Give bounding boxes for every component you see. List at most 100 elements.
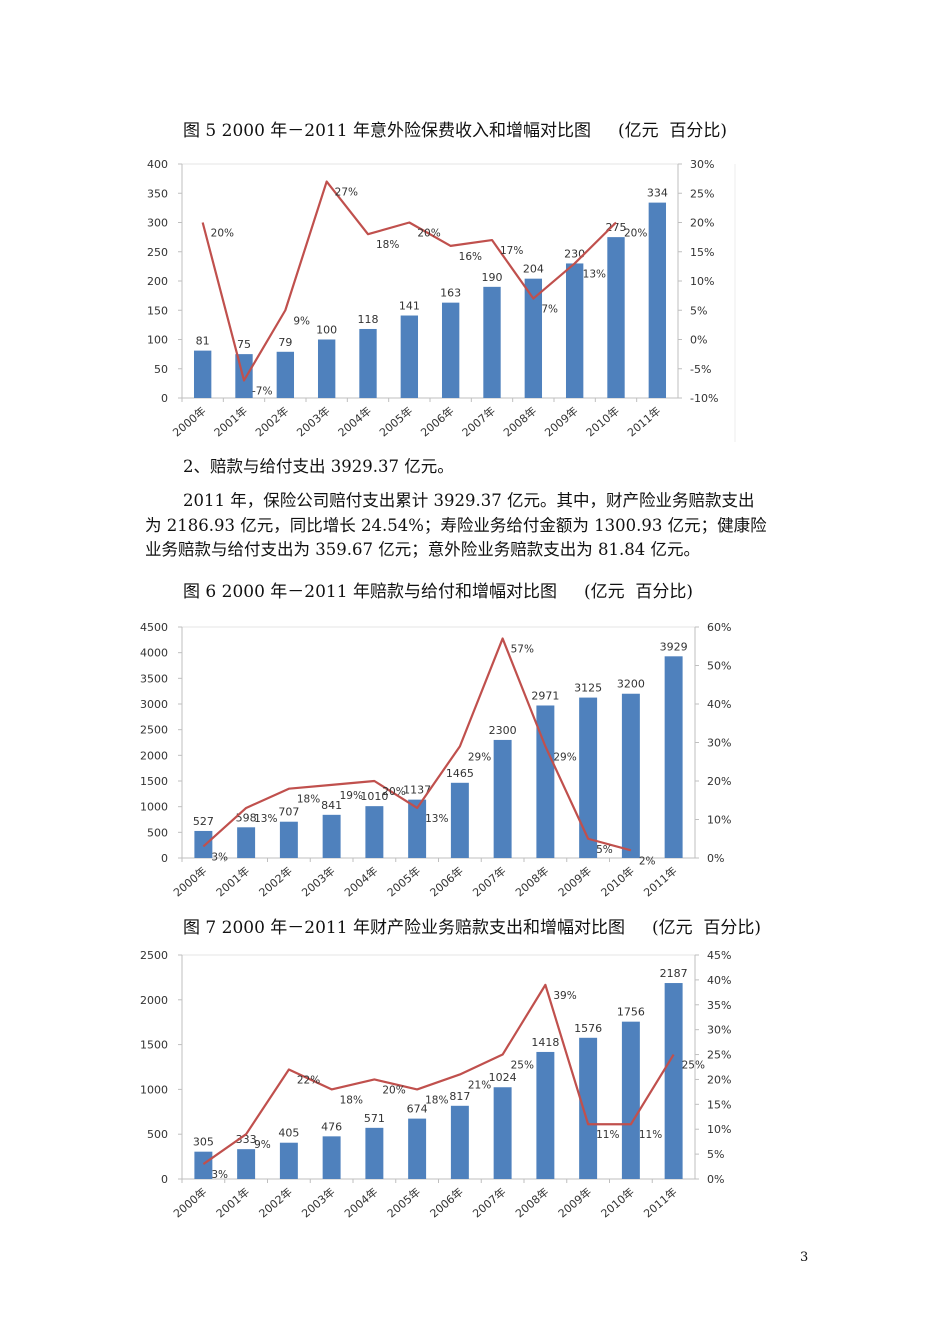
svg-text:1000: 1000	[140, 801, 168, 814]
bar	[621, 1021, 640, 1179]
bar	[664, 983, 683, 1179]
svg-text:527: 527	[193, 815, 214, 828]
svg-text:17%: 17%	[500, 245, 523, 257]
svg-text:2000年: 2000年	[170, 864, 209, 900]
bar	[322, 814, 341, 858]
svg-text:2007年: 2007年	[459, 404, 498, 440]
svg-text:163: 163	[440, 287, 461, 300]
svg-text:1010: 1010	[360, 790, 388, 803]
svg-text:81: 81	[196, 335, 210, 348]
svg-text:476: 476	[321, 1120, 342, 1133]
svg-text:0%: 0%	[707, 852, 724, 865]
growth-line	[202, 983, 675, 1165]
svg-text:18%: 18%	[376, 239, 399, 251]
bar	[408, 799, 427, 858]
svg-text:2003年: 2003年	[299, 1185, 338, 1221]
figure-5-caption: 图 5 2000 年－2011 年意外险保费收入和增幅对比图 (亿元 百分比)	[183, 121, 728, 141]
svg-text:30%: 30%	[690, 158, 714, 171]
svg-text:-7%: -7%	[252, 385, 272, 397]
figure-6-caption: 图 6 2000 年－2011 年赔款与给付和增幅对比图 (亿元 百分比)	[183, 582, 694, 602]
svg-text:29%: 29%	[468, 751, 491, 763]
svg-text:30%: 30%	[707, 1024, 731, 1037]
svg-text:1465: 1465	[446, 767, 474, 780]
svg-text:2007年: 2007年	[470, 864, 509, 900]
bar	[664, 656, 683, 858]
figure-7-caption: 图 7 2000 年－2011 年财产险业务赔款支出和增幅对比图 (亿元 百分比…	[183, 918, 762, 938]
svg-text:0: 0	[161, 392, 168, 405]
svg-text:1024: 1024	[489, 1071, 517, 1084]
svg-text:275: 275	[606, 221, 627, 234]
svg-text:3500: 3500	[140, 672, 168, 685]
svg-text:1500: 1500	[140, 1039, 168, 1052]
svg-text:5%: 5%	[707, 1148, 724, 1161]
bar	[648, 202, 667, 398]
svg-text:21%: 21%	[468, 1079, 491, 1091]
svg-text:141: 141	[399, 300, 420, 313]
bar	[193, 350, 212, 398]
svg-text:2002年: 2002年	[256, 864, 295, 900]
bar	[450, 782, 469, 858]
figure-6-chart: 4500 4000 3500 3000 2500 2000 1500 1000 500 0 60% 5…	[140, 615, 740, 907]
svg-text:19%: 19%	[340, 790, 363, 802]
svg-text:20%: 20%	[707, 775, 731, 788]
bar	[365, 806, 384, 858]
svg-text:5%: 5%	[596, 844, 613, 856]
bar	[579, 697, 598, 858]
svg-text:2006年: 2006年	[427, 864, 466, 900]
svg-text:0: 0	[161, 1173, 168, 1186]
paragraph-line: 为 2186.93 亿元，同比增长 24.54%；寿险业务给付金额为 1300.…	[145, 515, 767, 535]
svg-text:2005年: 2005年	[376, 404, 415, 440]
svg-text:0%: 0%	[690, 334, 707, 347]
svg-text:20%: 20%	[624, 228, 647, 240]
svg-text:22%: 22%	[297, 1074, 320, 1086]
svg-text:2000年: 2000年	[170, 1185, 209, 1221]
svg-text:817: 817	[449, 1090, 470, 1103]
svg-text:2005年: 2005年	[384, 1185, 423, 1221]
svg-text:2002年: 2002年	[252, 404, 291, 440]
bar	[524, 278, 543, 398]
svg-text:2009年: 2009年	[555, 864, 594, 900]
svg-text:20%: 20%	[211, 228, 234, 240]
svg-text:1756: 1756	[617, 1006, 645, 1019]
svg-text:1137: 1137	[403, 784, 431, 797]
bar	[607, 237, 625, 398]
svg-text:75: 75	[237, 338, 251, 351]
svg-text:204: 204	[523, 263, 544, 276]
svg-text:3200: 3200	[617, 678, 645, 691]
bar	[279, 1142, 298, 1179]
svg-text:13%: 13%	[254, 813, 277, 825]
svg-text:2011年: 2011年	[641, 1185, 680, 1221]
growth-line	[202, 637, 632, 852]
svg-text:20%: 20%	[707, 1073, 731, 1086]
svg-text:35%: 35%	[707, 999, 731, 1012]
bar	[237, 827, 256, 858]
svg-text:2003年: 2003年	[299, 864, 338, 900]
svg-text:2004年: 2004年	[341, 1185, 380, 1221]
svg-text:4500: 4500	[140, 621, 168, 634]
svg-text:29%: 29%	[553, 751, 576, 763]
svg-text:2002年: 2002年	[256, 1185, 295, 1221]
svg-text:334: 334	[647, 187, 668, 200]
svg-text:400: 400	[147, 158, 168, 171]
svg-text:2187: 2187	[660, 967, 688, 980]
svg-text:18%: 18%	[340, 1094, 363, 1106]
growth-line	[201, 180, 617, 382]
bar	[359, 328, 377, 398]
bar	[400, 315, 419, 398]
svg-text:11%: 11%	[596, 1129, 619, 1141]
svg-text:2004年: 2004年	[335, 404, 374, 440]
svg-text:39%: 39%	[553, 990, 576, 1002]
svg-text:2001年: 2001年	[213, 1185, 252, 1221]
svg-text:2000: 2000	[140, 749, 168, 762]
figure-7-chart: 2500 2000 1500 1000 500 0 45% 40% 35% 30% 25% 20% 15…	[140, 945, 740, 1227]
svg-text:79: 79	[278, 336, 292, 349]
svg-text:25%: 25%	[707, 1049, 731, 1062]
svg-text:2000: 2000	[140, 994, 168, 1007]
svg-text:2008年: 2008年	[512, 864, 551, 900]
bar	[536, 705, 555, 858]
svg-text:20%: 20%	[690, 217, 714, 230]
svg-text:3125: 3125	[574, 682, 602, 695]
chart-svg: 400 350 300 250 200 150 100 50 0 30% 25% 20% 15% 10% 5…	[147, 158, 736, 442]
bar	[621, 693, 640, 858]
svg-text:10%: 10%	[707, 814, 731, 827]
